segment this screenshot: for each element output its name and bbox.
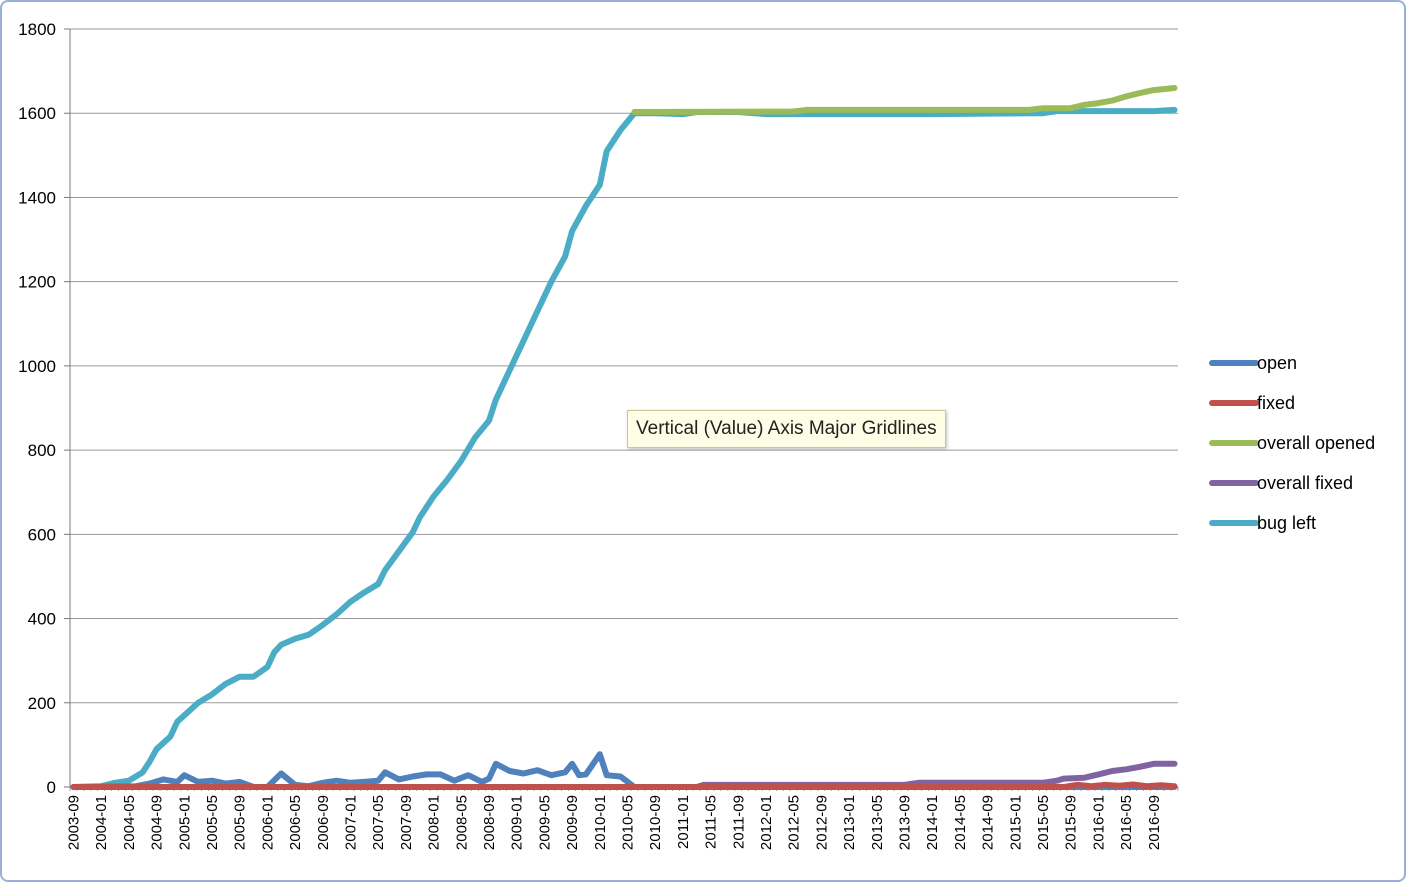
- x-tick-label: 2015-01: [1007, 795, 1024, 850]
- x-tick-label: 2014-01: [924, 795, 941, 850]
- legend-item-fixed[interactable]: fixed: [1209, 393, 1295, 413]
- x-tick-label: 2008-05: [453, 795, 470, 850]
- x-tick-label: 2006-09: [315, 795, 332, 850]
- series-line-open: [70, 751, 1178, 790]
- x-tick-label: 2009-05: [536, 795, 553, 850]
- axes: 0 200 400 600 800 1000 1200 1400 1600 1800 2003-09…: [18, 20, 1179, 850]
- x-tick-label: 2012-05: [786, 795, 803, 850]
- y-tick-label: 0: [47, 778, 56, 797]
- series-lines: [70, 85, 1178, 790]
- y-tick-label: 1200: [18, 273, 56, 292]
- y-tick-label: 200: [28, 694, 56, 713]
- x-tick-label: 2012-09: [813, 795, 830, 850]
- x-tick-label: 2004-05: [121, 795, 138, 850]
- x-tick-label: 2016-09: [1146, 795, 1163, 850]
- x-tick-label: 2008-01: [426, 795, 443, 850]
- x-tick-label: 2016-05: [1118, 795, 1135, 850]
- x-tick-label: 2008-09: [481, 795, 498, 850]
- x-tick-label: 2011-09: [730, 795, 747, 849]
- legend-label: overall opened: [1257, 433, 1375, 453]
- legend-item-overall-opened[interactable]: overall opened: [1209, 433, 1375, 453]
- x-tick-label: 2007-09: [398, 795, 415, 850]
- x-tick-label: 2010-09: [647, 795, 664, 850]
- x-tick-label: 2007-05: [370, 795, 387, 850]
- x-tick-label: 2010-05: [619, 795, 636, 850]
- legend-item-bug-left[interactable]: bug left: [1209, 513, 1316, 533]
- y-tick-label: 1400: [18, 188, 56, 207]
- x-tick-label: 2005-09: [232, 795, 249, 850]
- series-line-fixed: [70, 781, 1178, 790]
- x-tick-label: 2006-01: [259, 795, 276, 850]
- x-tick-label: 2009-01: [509, 795, 526, 850]
- legend[interactable]: open fixed overall opened overall fixed bug …: [1209, 353, 1375, 533]
- x-tick-label: 2011-01: [675, 795, 692, 849]
- x-tick-label: 2014-09: [980, 795, 997, 850]
- x-tick-label: 2004-09: [149, 795, 166, 850]
- series-line-overall-opened: [631, 85, 1178, 115]
- y-tick-label: 800: [28, 441, 56, 460]
- x-tick-label: 2004-01: [93, 795, 110, 850]
- y-tick-label: 1600: [18, 104, 56, 123]
- x-tick-label: 2012-01: [758, 795, 775, 850]
- x-tick-label: 2016-01: [1090, 795, 1107, 850]
- x-tick-label: 2003-09: [65, 795, 82, 850]
- gridlines-tooltip: Vertical (Value) Axis Major Gridlines: [627, 410, 946, 448]
- x-tick-label: 2013-05: [869, 795, 886, 850]
- y-tick-label: 400: [28, 610, 56, 629]
- y-tick-label: 600: [28, 525, 56, 544]
- x-tick-label: 2005-01: [176, 795, 193, 850]
- series-line-bug-left: [70, 106, 1178, 790]
- y-tick-label: 1000: [18, 357, 56, 376]
- legend-label: fixed: [1257, 393, 1295, 413]
- y-tick-label: 1800: [18, 20, 56, 39]
- x-tick-label: 2014-05: [952, 795, 969, 850]
- x-tick-label: 2015-09: [1063, 795, 1080, 850]
- x-tick-label: 2006-05: [287, 795, 304, 850]
- x-tick-label: 2007-01: [342, 795, 359, 850]
- legend-item-overall-fixed[interactable]: overall fixed: [1209, 473, 1353, 493]
- x-tick-label: 2011-05: [703, 795, 720, 849]
- x-tick-label: 2005-05: [204, 795, 221, 850]
- x-tick-label: 2015-05: [1035, 795, 1052, 850]
- legend-label: overall fixed: [1257, 473, 1353, 493]
- x-tick-label: 2013-09: [896, 795, 913, 850]
- legend-item-open[interactable]: open: [1209, 353, 1297, 373]
- legend-label: open: [1257, 353, 1297, 373]
- x-tick-label: 2013-01: [841, 795, 858, 850]
- x-tick-label: 2010-01: [592, 795, 609, 850]
- y-gridlines[interactable]: [70, 28, 1178, 704]
- legend-label: bug left: [1257, 513, 1316, 533]
- x-tick-label: 2009-09: [564, 795, 581, 850]
